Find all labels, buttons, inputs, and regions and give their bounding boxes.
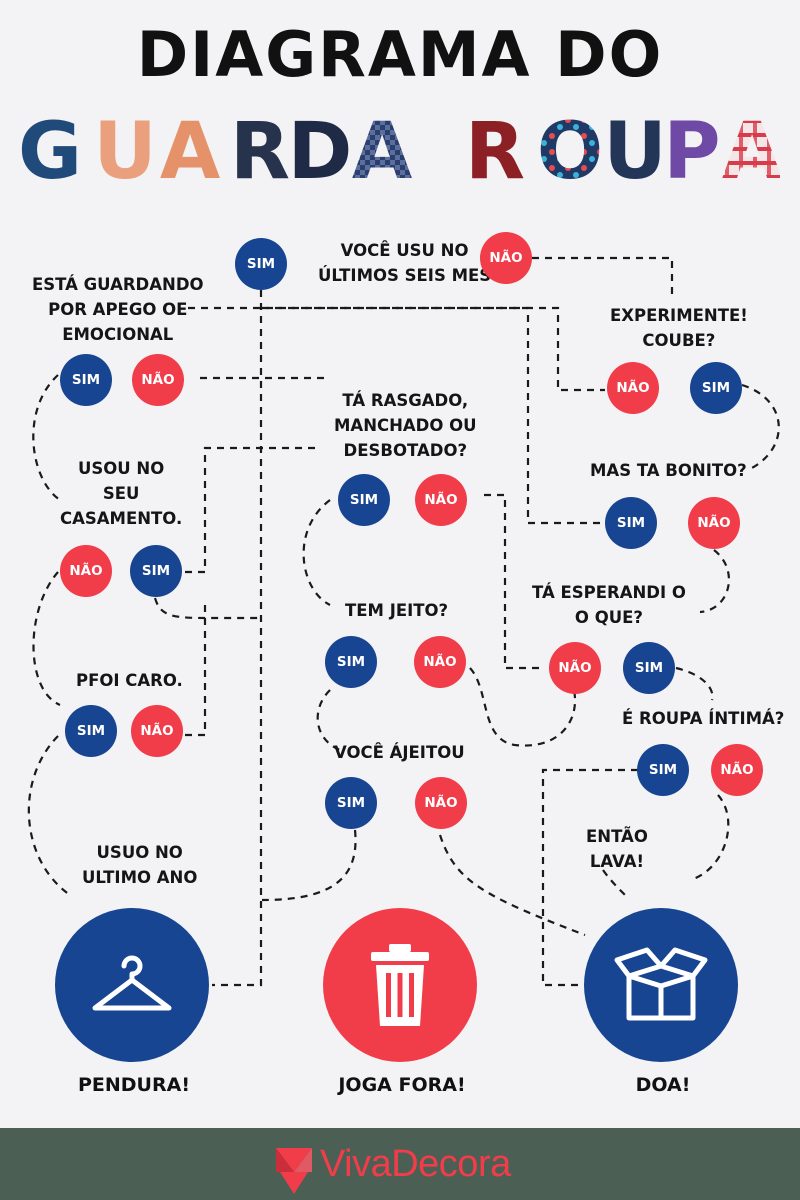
connector-line bbox=[699, 549, 730, 614]
nao-button-casamento[interactable]: NÃO bbox=[60, 545, 112, 597]
question-bonito: MAS TA BONITO? bbox=[590, 461, 747, 480]
connector-line bbox=[302, 499, 331, 606]
trash-icon bbox=[371, 944, 429, 1026]
nao-button-bonito[interactable]: NÃO bbox=[688, 497, 740, 549]
nao-button-foi-caro[interactable]: NÃO bbox=[131, 705, 183, 757]
connector-line bbox=[185, 600, 207, 737]
svg-text:A: A bbox=[722, 107, 780, 197]
svg-text:A: A bbox=[160, 107, 220, 197]
flow-connectors bbox=[27, 256, 780, 987]
sim-button-apego[interactable]: SIM bbox=[60, 354, 112, 406]
question-entao-lava: ENTÃO LAVA! bbox=[586, 827, 648, 871]
connector-line bbox=[484, 493, 545, 670]
connector-line bbox=[212, 290, 263, 987]
sim-button-ajeitou[interactable]: SIM bbox=[325, 777, 377, 829]
outcome-joga-fora[interactable] bbox=[323, 908, 477, 1062]
page-title: DIAGRAMA DO bbox=[136, 18, 664, 91]
connector-line bbox=[675, 666, 714, 701]
sim-button-tem-jeito[interactable]: SIM bbox=[325, 636, 377, 688]
svg-text:D: D bbox=[288, 107, 353, 197]
svg-text:U: U bbox=[93, 107, 156, 197]
connector-line bbox=[689, 794, 730, 882]
sim-button-rasgado[interactable]: SIM bbox=[338, 474, 390, 526]
question-rasgado: TÁ RASGADO, MANCHADO OU DESBOTADO? bbox=[334, 391, 477, 460]
connector-line bbox=[261, 829, 357, 902]
connector-line bbox=[602, 869, 626, 896]
connector-line bbox=[469, 667, 577, 747]
page-subtitle: G U A R D A R O U P A bbox=[20, 107, 780, 197]
question-ultimo-ano: USUO NO ULTIMO ANO bbox=[82, 843, 198, 887]
outcome-label-doa: DOA! bbox=[635, 1074, 691, 1096]
question-experimente: EXPERIMENTE! COUBE? bbox=[610, 306, 748, 350]
svg-text:R: R bbox=[230, 107, 290, 197]
svg-text:G: G bbox=[20, 107, 82, 197]
outcome-doa[interactable] bbox=[584, 908, 738, 1062]
hanger-icon bbox=[92, 955, 172, 1011]
svg-text:R: R bbox=[465, 107, 525, 197]
connector-line bbox=[532, 256, 674, 300]
nao-button-tem-jeito[interactable]: NÃO bbox=[414, 636, 466, 688]
question-apego-emocional: ESTÁ GUARDANDO POR APEGO OE EMOCIONAL bbox=[32, 275, 204, 344]
sim-button-seis-meses[interactable]: SIM bbox=[235, 238, 287, 290]
brand-logo-icon bbox=[276, 1148, 312, 1194]
question-tem-jeito: TEM JEITO? bbox=[345, 601, 449, 620]
connector-line bbox=[32, 374, 61, 501]
connector-line bbox=[188, 306, 605, 392]
sim-button-foi-caro[interactable]: SIM bbox=[65, 705, 117, 757]
brand-name[interactable]: VivaDecora bbox=[320, 1143, 511, 1185]
connector-line bbox=[153, 597, 258, 620]
svg-text:A: A bbox=[352, 107, 412, 197]
connector-line bbox=[185, 446, 320, 574]
connector-line bbox=[741, 383, 780, 471]
nao-button-experimente[interactable]: NÃO bbox=[607, 362, 659, 414]
sim-button-intima[interactable]: SIM bbox=[637, 744, 689, 796]
connector-line bbox=[541, 768, 638, 987]
outcome-label-pendura: PENDURA! bbox=[77, 1074, 190, 1096]
sim-button-experimente[interactable]: SIM bbox=[690, 362, 742, 414]
nao-button-rasgado[interactable]: NÃO bbox=[415, 474, 467, 526]
nao-button-ajeitou[interactable]: NÃO bbox=[415, 777, 467, 829]
question-foi-caro: PFOI CARO. bbox=[76, 671, 183, 690]
sim-button-casamento[interactable]: SIM bbox=[130, 545, 182, 597]
outcome-pendura[interactable] bbox=[55, 908, 209, 1062]
connector-line bbox=[27, 735, 71, 896]
question-casamento: USOU NO SEU CASAMENTO. bbox=[60, 459, 183, 528]
sim-button-esperando[interactable]: SIM bbox=[623, 642, 675, 694]
question-esperando: TÁ ESPERANDI O O QUE? bbox=[532, 583, 686, 627]
nao-button-intima[interactable]: NÃO bbox=[711, 744, 763, 796]
nao-button-esperando[interactable]: NÃO bbox=[549, 642, 601, 694]
connector-line bbox=[32, 571, 61, 707]
outcome-label-joga-fora: JOGA FORA! bbox=[338, 1074, 466, 1096]
box-icon bbox=[614, 947, 708, 1021]
question-roupa-intima: É ROUPA ÍNTIMÁ? bbox=[622, 709, 785, 728]
svg-text:U: U bbox=[603, 107, 666, 197]
question-ultimos-seis-meses: VOCÊ USU NO ÚLTIMOS SEIS MES bbox=[318, 241, 492, 285]
nao-button-apego[interactable]: NÃO bbox=[132, 354, 184, 406]
sim-button-bonito[interactable]: SIM bbox=[605, 497, 657, 549]
question-ajeitou: VOCÊ ÁJEITOU bbox=[334, 743, 465, 762]
nao-button-seis-meses[interactable]: NÃO bbox=[480, 232, 532, 284]
connector-line bbox=[316, 689, 341, 752]
svg-text:P: P bbox=[663, 107, 720, 197]
footer-bar bbox=[0, 1128, 800, 1200]
connector-line bbox=[438, 834, 586, 937]
connector-line bbox=[262, 306, 600, 525]
svg-text:O: O bbox=[537, 107, 603, 197]
